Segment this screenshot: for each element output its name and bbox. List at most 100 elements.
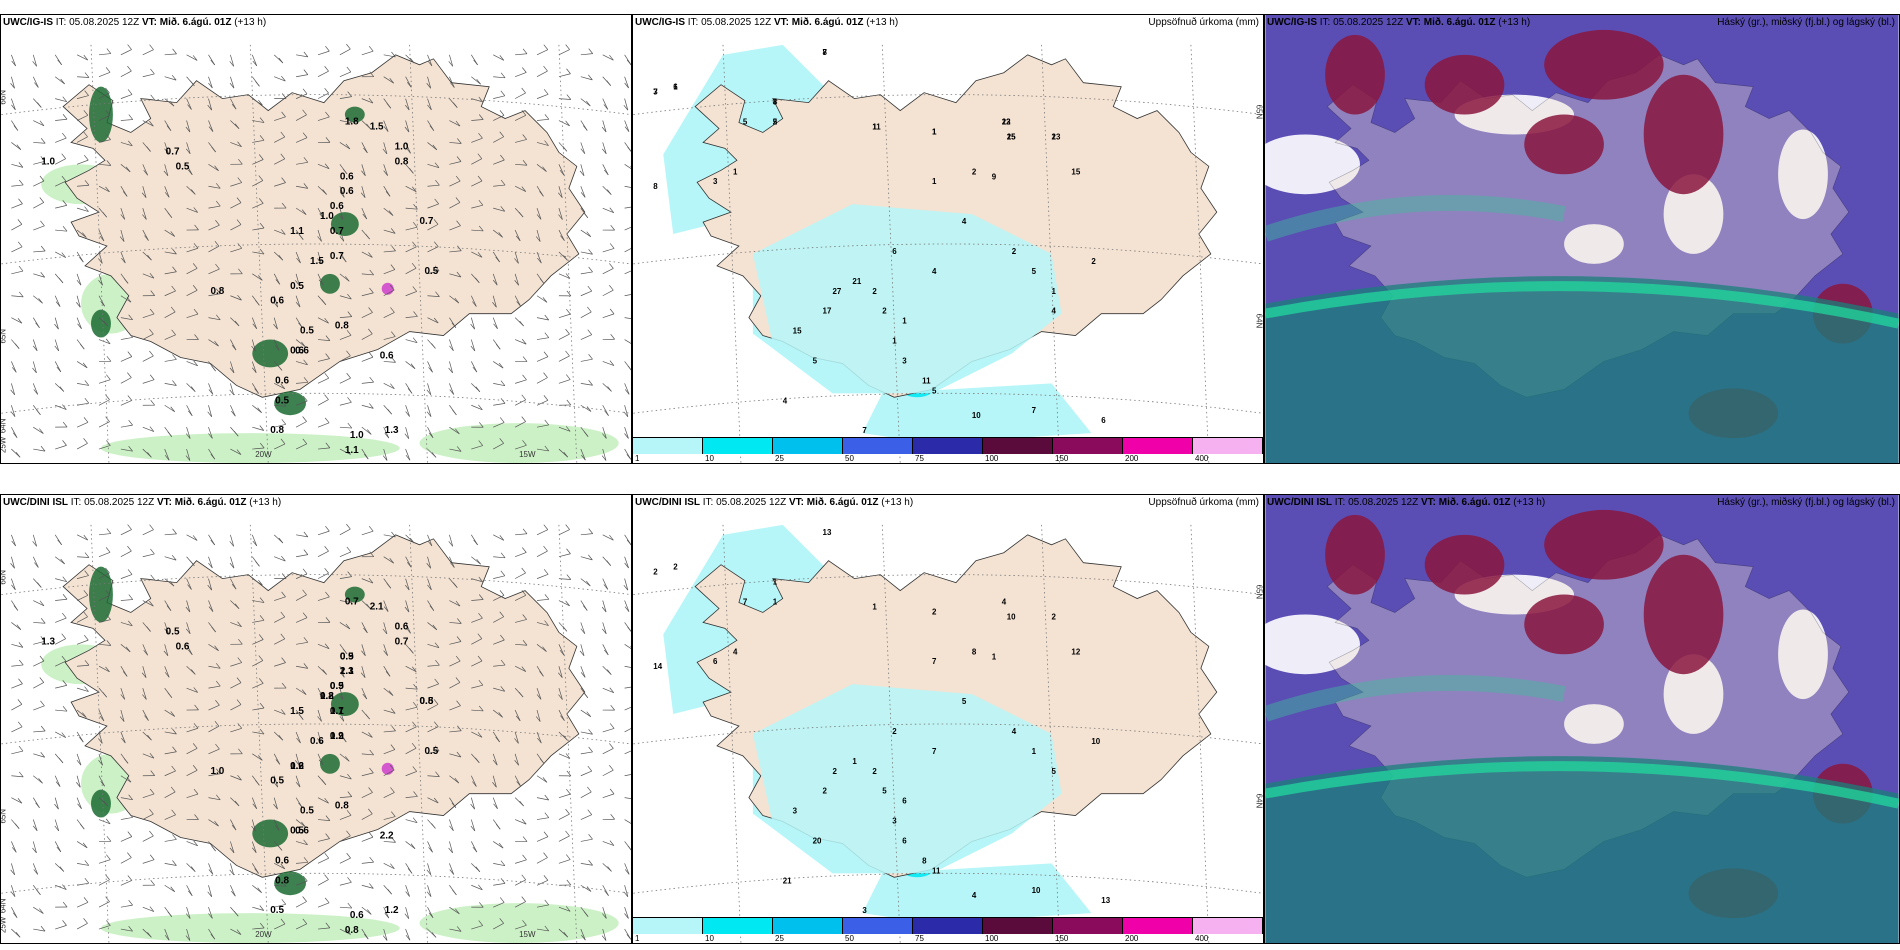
init-time: 05.08.2025 12Z [1348,497,1419,508]
precip-value-label: 0.6 [270,296,284,307]
precip-value-label: 0.7 [345,597,359,608]
precip-value-label: 13 [1101,896,1110,905]
precip-value-label: 0.5 [275,395,289,406]
colorbar-swatch [703,437,773,454]
precip-value-label: 6 [902,836,907,845]
precip-overlay [752,684,1062,874]
vt-label: VT: [773,17,789,28]
precip-value-label: 0.6 [176,641,190,652]
precip-value-label: 2 [773,118,778,127]
precip-value-label: 5 [882,787,887,796]
precip-value-label: 0.6 [330,201,344,212]
precip-value-label: 1 [902,317,907,326]
colorbar-tick: 150 [1055,934,1069,943]
precip-value-label: 0.5 [340,651,354,662]
precip-value-label: 0.6 [290,345,304,356]
precip-value-label: 0.6 [295,825,309,836]
precip-value-label: 0.8 [210,286,224,297]
precip-value-label: 3 [902,356,907,365]
grid-label: 64N [1255,314,1263,329]
precip-value-label: 1 [992,652,997,661]
grid-label: 15W [519,450,536,459]
precip-value-label: 0.6 [340,186,354,197]
precip-value-label: 1.2 [385,905,399,916]
colorbar-swatch [913,437,983,454]
precip-value-label: 1.0 [41,156,55,167]
precip-value-label: 1.3 [385,425,399,436]
precip-value-label: 4 [733,647,738,656]
precip-value-label: 4 [1012,727,1017,736]
grid-labels: 66N 65N 64N 20W 15W 25W [1,570,536,939]
precip-value-label: 15 [1007,132,1016,141]
precip-value-label: 20 [813,836,822,845]
colorbar-tick: 50 [845,934,854,943]
precip-value-label: 7 [823,48,828,57]
precip-value-label: 4 [932,267,937,276]
panel-right-title: Háský (gr.), miðský (fj.bl.) og lágský (… [1717,17,1895,28]
precip-value-label: 6 [892,247,897,256]
init-time: 05.08.2025 12Z [716,497,787,508]
precip-value-label: 8 [972,647,977,656]
precip-value-label: 7 [1032,406,1037,415]
precip-value-label: 1.0 [210,766,224,777]
colorbar-swatch [983,437,1053,454]
low-cloud [1265,674,1899,943]
precip-value-label: 1 [932,127,937,136]
it-label: IT: [1334,497,1346,508]
colorbar-tick: 50 [845,454,854,463]
precip-colorbar: 1 10 25 50 75 100 150 200 400 [633,437,1263,463]
model-name: UWC/DINI ISL [1267,497,1332,508]
vt-label: VT: [1420,497,1436,508]
precip-value-label: 1.0 [320,211,334,222]
precip-value-label: 7 [932,747,937,756]
precip-value-label: 0.6 [295,345,309,356]
precip-value-label: 0.6 [395,621,409,632]
precip-value-label: 5 [932,386,937,395]
precip-value-label: 8 [922,856,927,865]
precip-value-label: 0.5 [166,626,180,637]
panel-header: UWC/DINI ISL IT: 05.08.2025 12Z VT: Mið.… [3,497,281,508]
precip-value-label: 0.9 [330,681,344,692]
precip-value-label: 15 [793,327,802,336]
grid-label: 64N [1,418,7,433]
precip-value-label: 11 [922,376,931,385]
precip-value-label: 0.5 [420,696,434,707]
panel-right-title: Uppsöfnuð úrkoma (mm) [1148,17,1259,28]
precip-value-label: 7 [862,426,867,435]
cloud-cover-map [1265,495,1899,943]
precip-value-label: 2 [892,727,897,736]
precip-overlay [752,204,1062,394]
precip-value-label: 7 [932,657,937,666]
precip-value-label: 0.5 [300,326,314,337]
precip-value-label: 15 [1071,167,1080,176]
precip-value-label: 0.7 [420,216,434,227]
lead-time: (+13 h) [881,497,914,508]
panel-header: UWC/DINI ISL IT: 05.08.2025 12Z VT: Mið.… [635,497,913,508]
precip-value-label: 1.2 [320,691,334,702]
panel-header: UWC/IG-IS IT: 05.08.2025 12Z VT: Mið. 6.… [3,17,266,28]
precip-value-label: 0.7 [330,706,344,717]
precip-value-label: 2 [673,563,678,572]
colorbar-tick: 400 [1195,454,1209,463]
colorbar-swatch [773,437,843,454]
precip-value-label: 0.9 [330,731,344,742]
valid-time: Mið. 6.ágú. 01Z [159,17,232,28]
init-time: 05.08.2025 12Z [84,497,155,508]
precip-value-label: 1 [932,127,937,136]
precip-value-labels: 0.91.30.91.21.10.81.20.61.00.50.82.21.50… [41,597,439,937]
colorbar-tick: 200 [1125,454,1139,463]
colorbar-swatch [1193,917,1263,934]
precip-value-label: 4 [1052,307,1057,316]
colorbar-swatch [843,437,913,454]
precip-value-label: 5 [962,697,967,706]
precip-value-label: 1.1 [330,706,344,717]
precip-value-label: 1 [773,578,778,587]
precip-value-label: 1.0 [395,141,409,152]
precip-value-label: 3 [653,88,658,97]
grid-labels: 65N 64N [1255,105,1263,329]
colorbar-swatch [633,437,703,454]
precip-value-label: 2.2 [380,830,394,841]
lead-time: (+13 h) [1498,17,1531,28]
colorbar-tick: 400 [1195,934,1209,943]
